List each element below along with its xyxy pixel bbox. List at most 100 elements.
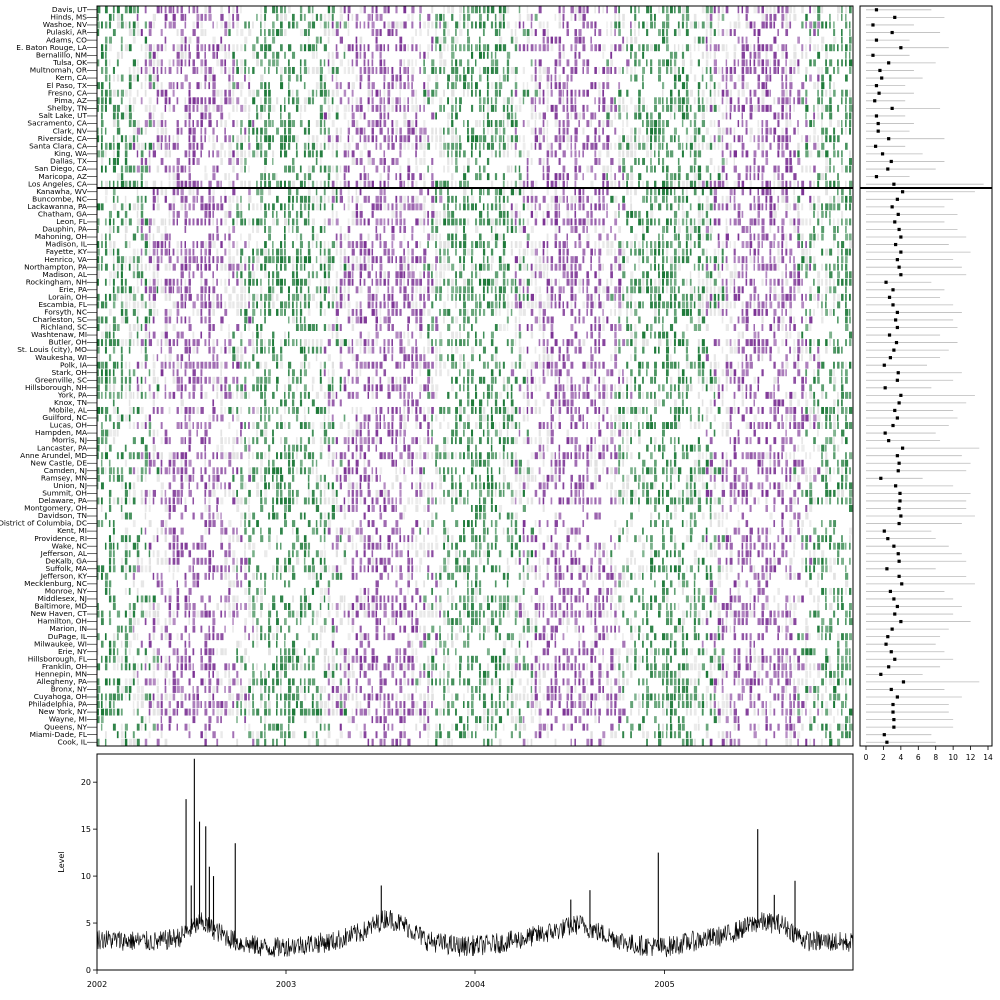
heatmap-cell: [594, 241, 597, 249]
heatmap-cell: [208, 286, 211, 294]
heatmap-cell: [188, 112, 191, 120]
heatmap-cell: [642, 278, 645, 286]
heatmap-cell: [606, 6, 608, 14]
heatmap-cell: [658, 120, 661, 128]
heatmap-cell: [785, 89, 788, 97]
heatmap-cell: [813, 203, 816, 211]
heatmap-cell: [757, 51, 761, 59]
heatmap-cell: [284, 66, 287, 74]
heatmap-cell: [447, 112, 451, 120]
heatmap-cell: [845, 278, 848, 286]
heatmap-cell: [471, 256, 473, 264]
heatmap-cell: [510, 218, 513, 226]
heatmap-cell: [343, 66, 347, 74]
heatmap-cell: [849, 293, 851, 301]
heatmap-cell: [849, 97, 852, 105]
heatmap-cell: [558, 256, 562, 264]
heatmap-cell: [689, 44, 692, 52]
heatmap-cell: [319, 36, 322, 44]
heatmap-cell: [582, 89, 586, 97]
heatmap-cell: [594, 127, 597, 135]
heatmap-cell: [697, 308, 701, 316]
heatmap-cell: [809, 150, 813, 158]
heatmap-cell: [753, 308, 757, 316]
heatmap-cell: [188, 89, 191, 97]
heatmap-cell: [319, 248, 322, 256]
heatmap-cell: [248, 233, 252, 241]
heatmap-cell: [574, 210, 577, 218]
heatmap-cell: [654, 104, 657, 112]
heatmap-cell: [355, 142, 359, 150]
heatmap-cell: [833, 142, 835, 150]
heatmap-cell: [805, 13, 808, 21]
heatmap-cell: [371, 104, 375, 112]
heatmap-cell: [570, 293, 574, 301]
heatmap-cell: [232, 97, 235, 105]
heatmap-cell: [821, 293, 824, 301]
heatmap-cell: [773, 256, 776, 264]
county-heatmap: [96, 5, 854, 747]
heatmap-cell: [124, 316, 129, 324]
heatmap-cell: [375, 286, 379, 294]
heatmap-cell: [550, 203, 553, 211]
heatmap-cell: [606, 59, 609, 67]
heatmap-cell: [825, 278, 828, 286]
heatmap-cell: [307, 21, 311, 29]
heatmap-cell: [725, 263, 729, 271]
heatmap-cell: [200, 21, 203, 29]
heatmap-cell: [383, 157, 386, 165]
heatmap-cell: [630, 203, 633, 211]
heatmap-cell: [558, 180, 561, 188]
heatmap-cell: [705, 210, 709, 218]
heatmap-cell: [287, 89, 291, 97]
heatmap-cell: [276, 180, 280, 188]
heatmap-cell: [160, 59, 163, 67]
heatmap-cell: [375, 301, 378, 309]
heatmap-cell: [391, 226, 395, 233]
heatmap-cell: [578, 36, 582, 44]
heatmap-cell: [407, 173, 410, 181]
heatmap-cell: [681, 218, 685, 226]
heatmap-cell: [590, 112, 594, 120]
heatmap-cell: [797, 218, 801, 226]
heatmap-cell: [475, 135, 479, 143]
heatmap-cell: [817, 44, 819, 52]
heatmap-cell: [626, 44, 628, 52]
heatmap-cell: [236, 248, 239, 256]
heatmap-cell: [534, 104, 537, 112]
heatmap-cell: [566, 120, 570, 128]
heatmap-cell: [164, 6, 167, 14]
heatmap-cell: [264, 173, 266, 181]
heatmap-cell: [705, 44, 708, 52]
heatmap-cell: [244, 241, 247, 249]
heatmap-cell: [797, 203, 800, 211]
heatmap-cell: [614, 301, 617, 309]
heatmap-cell: [224, 173, 227, 181]
heatmap-cell: [180, 51, 184, 59]
heatmap-cell: [650, 13, 653, 21]
heatmap-cell: [765, 89, 769, 97]
heatmap-cell: [809, 21, 813, 29]
heatmap-cell: [781, 248, 783, 256]
heatmap-cell: [407, 74, 409, 82]
heatmap-cell: [709, 218, 712, 226]
heatmap-cell: [463, 256, 466, 264]
heatmap-cell: [295, 74, 299, 82]
heatmap-cell: [192, 256, 196, 264]
heatmap-cell: [634, 74, 638, 82]
heatmap-cell: [721, 89, 725, 97]
heatmap-cell: [387, 135, 391, 143]
heatmap-cell: [821, 142, 825, 150]
heatmap-cell: [837, 173, 839, 181]
heatmap-cell: [252, 89, 256, 97]
heatmap-cell: [176, 278, 179, 286]
heatmap-cell: [387, 97, 391, 105]
heatmap-cell: [478, 104, 482, 112]
heatmap-cell: [733, 301, 736, 309]
heatmap-cell: [120, 271, 123, 279]
heatmap-cell: [156, 97, 159, 105]
heatmap-cell: [610, 97, 614, 105]
heatmap-cell: [654, 21, 656, 29]
heatmap-cell: [212, 293, 215, 301]
heatmap-cell: [634, 301, 637, 309]
